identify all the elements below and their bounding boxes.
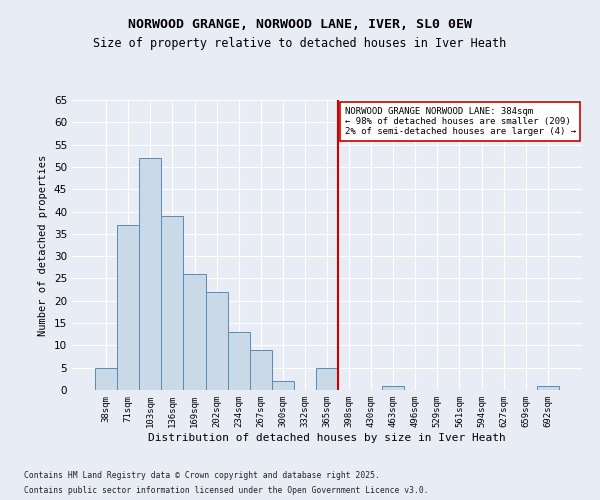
Y-axis label: Number of detached properties: Number of detached properties [38, 154, 49, 336]
Bar [382, 386, 404, 390]
Bar [161, 216, 184, 390]
Bar [117, 225, 139, 390]
Bar [272, 381, 294, 390]
Bar [206, 292, 227, 390]
Bar [537, 386, 559, 390]
Text: Contains public sector information licensed under the Open Government Licence v3: Contains public sector information licen… [24, 486, 428, 495]
X-axis label: Distribution of detached houses by size in Iver Heath: Distribution of detached houses by size … [148, 432, 506, 442]
Text: Contains HM Land Registry data © Crown copyright and database right 2025.: Contains HM Land Registry data © Crown c… [24, 471, 380, 480]
Text: NORWOOD GRANGE, NORWOOD LANE, IVER, SL0 0EW: NORWOOD GRANGE, NORWOOD LANE, IVER, SL0 … [128, 18, 472, 30]
Bar [316, 368, 338, 390]
Text: NORWOOD GRANGE NORWOOD LANE: 384sqm
← 98% of detached houses are smaller (209)
2: NORWOOD GRANGE NORWOOD LANE: 384sqm ← 98… [344, 106, 576, 136]
Bar [227, 332, 250, 390]
Text: Size of property relative to detached houses in Iver Heath: Size of property relative to detached ho… [94, 38, 506, 51]
Bar [250, 350, 272, 390]
Bar [95, 368, 117, 390]
Bar [139, 158, 161, 390]
Bar [184, 274, 206, 390]
